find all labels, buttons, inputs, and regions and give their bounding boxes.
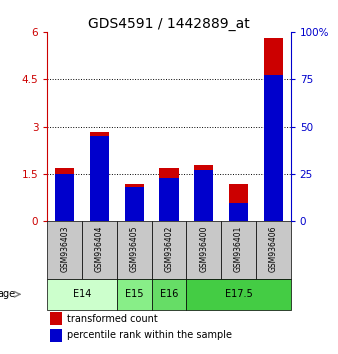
Bar xyxy=(47,279,117,309)
Bar xyxy=(117,279,152,309)
Bar xyxy=(194,165,213,222)
Text: percentile rank within the sample: percentile rank within the sample xyxy=(67,330,232,340)
Bar xyxy=(256,222,291,279)
Text: GSM936406: GSM936406 xyxy=(269,226,278,272)
Text: GSM936401: GSM936401 xyxy=(234,226,243,272)
Bar xyxy=(229,202,248,222)
Bar xyxy=(47,222,82,279)
Bar xyxy=(264,75,283,222)
Text: GSM936402: GSM936402 xyxy=(165,226,173,272)
Text: age: age xyxy=(0,289,16,299)
Bar xyxy=(55,169,74,222)
Bar xyxy=(194,170,213,222)
Text: GSM936404: GSM936404 xyxy=(95,226,104,272)
Text: GSM936403: GSM936403 xyxy=(60,226,69,272)
Text: E17.5: E17.5 xyxy=(225,289,252,299)
Bar xyxy=(152,279,186,309)
Bar xyxy=(55,174,74,222)
Bar xyxy=(90,132,109,222)
Bar xyxy=(117,222,152,279)
Text: transformed count: transformed count xyxy=(67,314,158,324)
Bar xyxy=(90,136,109,222)
Title: GDS4591 / 1442889_at: GDS4591 / 1442889_at xyxy=(88,17,250,31)
Bar xyxy=(229,184,248,222)
Bar xyxy=(82,222,117,279)
Bar xyxy=(221,222,256,279)
Bar xyxy=(125,187,144,222)
Bar xyxy=(264,38,283,222)
Text: E14: E14 xyxy=(73,289,91,299)
Bar xyxy=(152,222,186,279)
Bar xyxy=(50,312,62,325)
Bar xyxy=(160,178,178,222)
Text: E15: E15 xyxy=(125,289,144,299)
Bar xyxy=(125,184,144,222)
Bar xyxy=(160,169,178,222)
Bar xyxy=(186,279,291,309)
Text: E16: E16 xyxy=(160,289,178,299)
Text: GSM936400: GSM936400 xyxy=(199,226,208,272)
Bar xyxy=(50,329,62,342)
Bar xyxy=(186,222,221,279)
Text: GSM936405: GSM936405 xyxy=(130,226,139,272)
